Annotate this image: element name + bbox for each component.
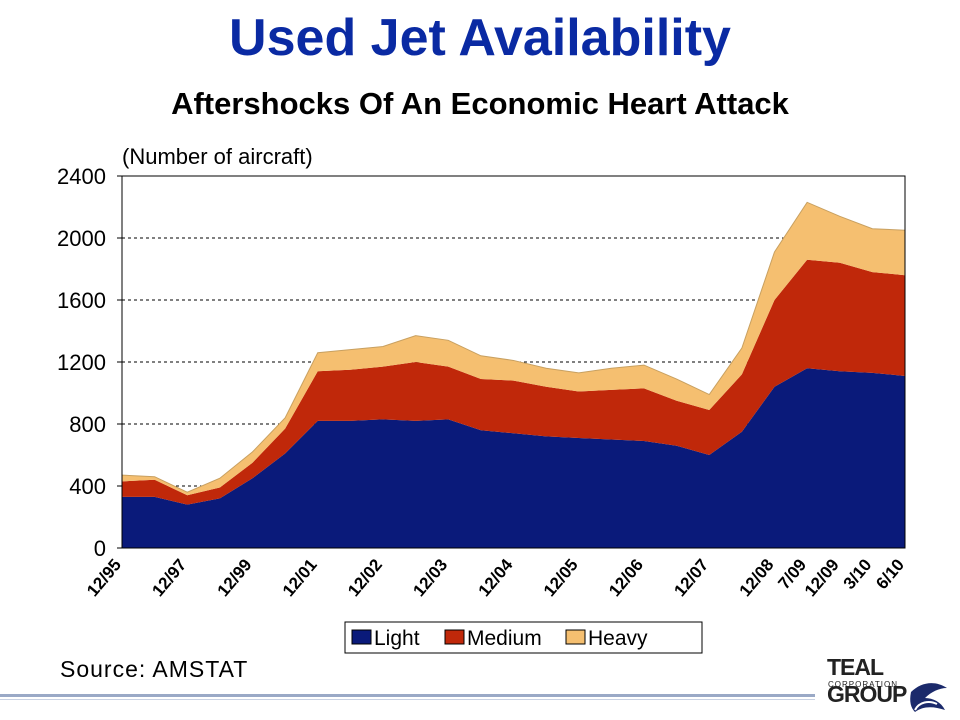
y-tick-label: 2000 [57,226,106,251]
page-subtitle: Aftershocks Of An Economic Heart Attack [171,86,789,121]
x-tick-label: 6/10 [872,555,908,593]
x-tick-label: 12/06 [605,555,647,600]
x-tick-label: 12/04 [475,555,517,600]
area-series-heavy [122,202,905,496]
legend-label-light: Light [374,627,420,650]
legend-swatch-heavy [565,629,586,645]
x-tick-label: 12/97 [148,555,190,600]
x-tick-label: 12/09 [801,555,843,600]
y-tick-label: 400 [69,474,106,499]
bird-logo-icon [910,683,947,712]
footer-rule-thin [0,699,815,700]
area-series-medium [122,259,905,505]
source-note: Source: AMSTAT [60,656,249,682]
y-tick-label: 2400 [57,164,106,189]
footer-rule [0,694,815,697]
y-tick-label: 1200 [57,350,106,375]
legend-box [344,621,703,654]
y-axis-label: (Number of aircraft) [122,144,313,169]
y-tick-label: 1600 [57,288,106,313]
legend-label-heavy: Heavy [588,627,648,650]
x-tick-label: 12/99 [214,555,256,600]
logo-subtext: CORPORATION [828,680,898,689]
x-tick-label: 12/08 [736,555,778,600]
x-tick-label: 12/01 [279,555,321,600]
x-tick-label: 12/02 [344,555,386,600]
x-tick-label: 12/07 [670,555,712,600]
legend-label-medium: Medium [467,627,542,650]
x-tick-label: 12/03 [409,555,451,600]
x-tick-label: 12/05 [540,555,582,600]
area-series-light [122,368,905,548]
legend-swatch-light [351,629,372,645]
y-tick-label: 800 [69,412,106,437]
x-tick-label: 3/10 [840,555,876,593]
logo-text: TEAL GROUP [827,654,907,707]
page-title: Used Jet Availability [229,9,731,67]
area-top-outline [121,201,906,493]
legend-swatch-medium [444,629,465,645]
teal-group-logo: TEAL GROUP CORPORATION [815,652,955,720]
y-tick-label: 0 [94,536,106,561]
x-tick-label: 12/95 [83,555,125,600]
